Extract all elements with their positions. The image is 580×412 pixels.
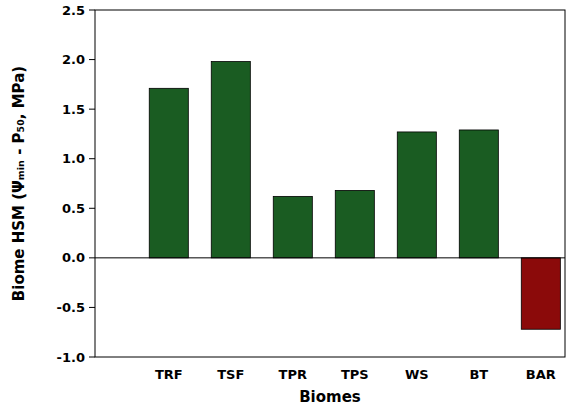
y-tick-label: 1.5 <box>62 102 85 117</box>
chart-svg: -1.0 -0.5 0.0 0.5 1.0 1.5 2.0 2.5 TRF TSF TPR TPS WS… <box>0 0 580 412</box>
x-tick-label: TRF <box>155 367 183 382</box>
x-axis-label: Biomes <box>299 388 361 406</box>
x-tick-label: TPS <box>341 367 369 382</box>
y-tick <box>89 307 95 308</box>
bar <box>397 132 436 258</box>
chart-container: -1.0 -0.5 0.0 0.5 1.0 1.5 2.0 2.5 TRF TSF TPR TPS WS… <box>0 0 580 412</box>
x-tick-label: BAR <box>526 367 556 382</box>
y-tick <box>89 158 95 159</box>
y-tick-label: 0.5 <box>62 201 85 216</box>
y-tick <box>89 59 95 60</box>
bars <box>149 62 560 330</box>
x-tick-label: TSF <box>217 367 244 382</box>
y-tick <box>89 357 95 358</box>
y-tick-label: 0.0 <box>62 250 85 265</box>
y-axis-label: Biome HSM (Ψₘᵢₙ - P₅₀, MPa) <box>10 66 28 301</box>
zero-line <box>95 257 565 258</box>
y-tick-label: 1.0 <box>62 151 85 166</box>
y-tick <box>89 208 95 209</box>
bar <box>149 88 188 258</box>
bar <box>459 130 498 258</box>
bar <box>521 258 560 329</box>
plot-frame <box>95 10 565 357</box>
bar <box>273 196 312 257</box>
x-tick-label: BT <box>469 367 488 382</box>
x-tick-label: TPR <box>279 367 307 382</box>
bar <box>335 190 374 257</box>
y-tick <box>89 257 95 258</box>
y-tick-label: -1.0 <box>57 350 85 365</box>
x-tick-label: WS <box>405 367 429 382</box>
bar <box>211 62 250 258</box>
y-tick <box>89 109 95 110</box>
y-tick <box>89 10 95 11</box>
y-tick-label: 2.5 <box>62 3 85 18</box>
y-tick-label: -0.5 <box>57 300 85 315</box>
y-tick-label: 2.0 <box>62 52 85 67</box>
